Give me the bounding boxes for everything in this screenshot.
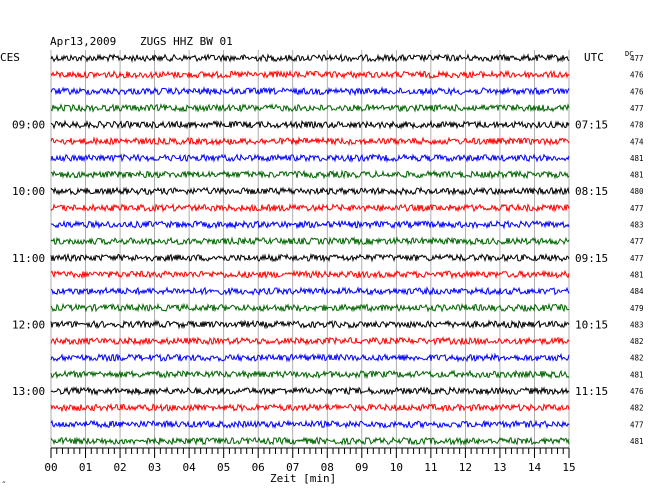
dc-value: 477 — [630, 54, 644, 63]
dc-value: 481 — [630, 270, 644, 279]
utc-time-label: 11:15 — [575, 385, 608, 398]
dc-value: 481 — [630, 370, 644, 379]
trace-line — [50, 352, 570, 363]
local-time-label: 11:00 — [12, 252, 45, 265]
trace-line — [50, 419, 570, 430]
left-timezone-label: CES — [0, 51, 20, 64]
dc-value: 482 — [630, 354, 644, 363]
dc-value: 481 — [630, 171, 644, 180]
trace-line — [50, 286, 570, 297]
trace-line — [50, 186, 570, 196]
date-label: Apr13,2009 — [50, 35, 116, 48]
trace-line — [50, 219, 570, 230]
trace-line — [50, 119, 570, 130]
trace-line — [50, 53, 570, 63]
x-tick-label: 01 — [79, 461, 92, 474]
x-tick-label: 14 — [528, 461, 542, 474]
local-time-label: 09:00 — [12, 119, 45, 132]
dc-value: 477 — [630, 204, 644, 213]
x-tick-label: 12 — [459, 461, 472, 474]
utc-time-label: 07:15 — [575, 119, 608, 132]
dc-value: 484 — [630, 287, 644, 296]
x-tick-label: 05 — [217, 461, 230, 474]
x-tick-label: 03 — [148, 461, 161, 474]
dc-value: 481 — [630, 437, 644, 446]
dc-header-label: DC — [625, 50, 633, 58]
dc-value: 478 — [630, 121, 644, 130]
x-tick-label: 02 — [113, 461, 126, 474]
corner-mark: ^ — [2, 481, 6, 488]
x-axis-label: Zeit [min] — [270, 472, 336, 485]
dc-value: 476 — [630, 71, 644, 80]
x-tick-label: 10 — [390, 461, 403, 474]
right-timezone-label: UTC — [584, 51, 604, 64]
dc-value: 477 — [630, 104, 644, 113]
x-tick-label: 13 — [493, 461, 506, 474]
local-time-label: 13:00 — [12, 385, 45, 398]
x-tick-label: 00 — [44, 461, 57, 474]
dc-value: 482 — [630, 337, 644, 346]
minute-grid — [50, 50, 570, 448]
x-tick-label: 11 — [424, 461, 437, 474]
local-time-label: 10:00 — [12, 185, 45, 198]
station-label: ZUGS HHZ BW 01 — [140, 35, 233, 48]
seismic-traces — [50, 53, 570, 446]
dc-value: 477 — [630, 254, 644, 263]
trace-line — [50, 153, 570, 163]
trace-line — [50, 252, 570, 263]
x-tick-label: 09 — [355, 461, 368, 474]
trace-line — [50, 236, 570, 247]
trace-line — [50, 169, 570, 180]
x-tick-label: 15 — [562, 461, 575, 474]
x-tick-label: 08 — [321, 461, 334, 474]
dc-value: 477 — [630, 237, 644, 246]
dc-value: 480 — [630, 187, 644, 196]
dc-value: 479 — [630, 304, 644, 313]
trace-line — [50, 269, 570, 280]
local-time-label: 12:00 — [12, 318, 45, 331]
row-labels: 477 476 476 477 478 474 481 481 480 477 483 477 477 4… — [12, 54, 644, 446]
dc-value: 483 — [630, 320, 644, 329]
trace-line — [50, 69, 570, 80]
dc-value: 477 — [630, 420, 644, 429]
trace-line — [50, 336, 570, 347]
trace-line — [50, 86, 570, 97]
trace-line — [50, 436, 570, 446]
dc-value: 481 — [630, 154, 644, 163]
x-tick-label: 07 — [286, 461, 299, 474]
utc-time-label: 09:15 — [575, 252, 608, 265]
trace-line — [50, 402, 570, 413]
trace-line — [50, 103, 570, 113]
trace-line — [50, 369, 570, 380]
utc-time-label: 08:15 — [575, 185, 608, 198]
dc-value: 474 — [630, 137, 644, 146]
dc-value: 476 — [630, 387, 644, 396]
trace-line — [50, 136, 570, 147]
x-tick-label: 04 — [183, 461, 197, 474]
dc-value: 483 — [630, 221, 644, 230]
utc-time-label: 10:15 — [575, 318, 608, 331]
trace-line — [50, 386, 570, 397]
x-tick-label: 06 — [252, 461, 265, 474]
time-axis: 00 01 02 03 04 05 06 07 08 09 10 11 12 13 14 15 — [44, 447, 576, 474]
dc-value: 482 — [630, 404, 644, 413]
dc-value: 476 — [630, 87, 644, 96]
trace-line — [50, 319, 570, 330]
trace-line — [50, 302, 570, 313]
trace-line — [50, 202, 570, 213]
